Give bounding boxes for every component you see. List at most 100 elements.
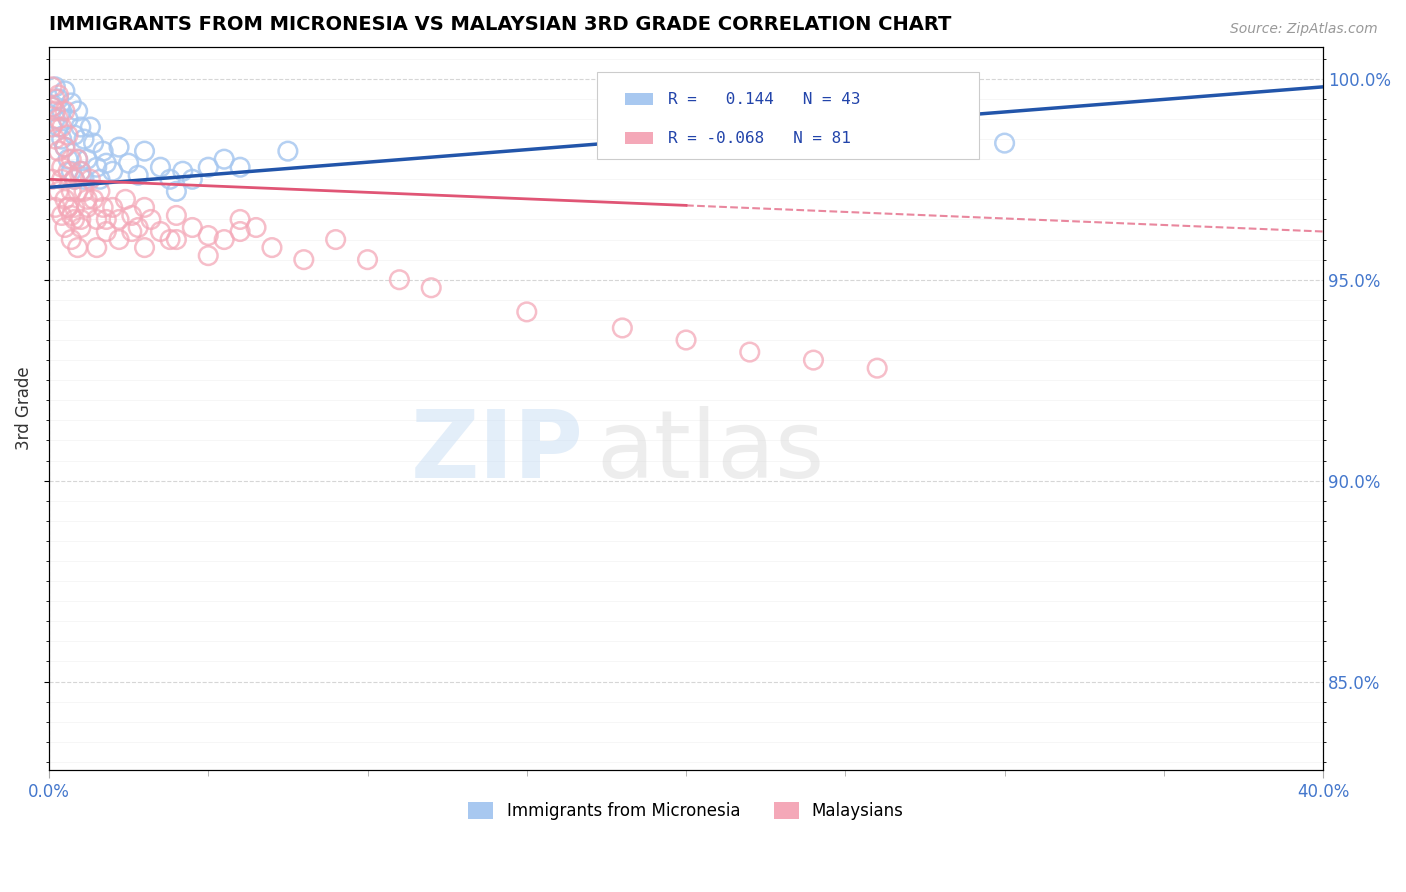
Point bbox=[66, 152, 89, 166]
Point bbox=[738, 345, 761, 359]
Point bbox=[277, 144, 299, 158]
Point bbox=[101, 201, 124, 215]
Point bbox=[53, 103, 76, 118]
Point bbox=[212, 233, 235, 247]
Point bbox=[212, 152, 235, 166]
Point bbox=[69, 164, 91, 178]
Point bbox=[51, 103, 73, 118]
Point bbox=[86, 212, 108, 227]
Point bbox=[76, 152, 98, 166]
Point bbox=[96, 156, 118, 170]
Point bbox=[86, 241, 108, 255]
Point bbox=[181, 172, 204, 186]
Point bbox=[89, 184, 111, 198]
FancyBboxPatch shape bbox=[624, 132, 652, 144]
Point bbox=[73, 172, 96, 186]
Legend: Immigrants from Micronesia, Malaysians: Immigrants from Micronesia, Malaysians bbox=[461, 796, 911, 827]
Point bbox=[108, 233, 131, 247]
Point bbox=[44, 112, 66, 126]
Point bbox=[229, 225, 252, 239]
Point bbox=[325, 233, 347, 247]
Point bbox=[229, 212, 252, 227]
Point bbox=[420, 281, 443, 295]
Point bbox=[44, 201, 66, 215]
Point bbox=[56, 152, 79, 166]
Point bbox=[79, 120, 101, 134]
Point bbox=[134, 241, 156, 255]
Point bbox=[76, 201, 98, 215]
Point bbox=[63, 172, 86, 186]
Point bbox=[44, 79, 66, 94]
Point bbox=[229, 160, 252, 174]
Point bbox=[60, 233, 83, 247]
Point bbox=[48, 92, 70, 106]
Point bbox=[53, 193, 76, 207]
Point bbox=[101, 164, 124, 178]
Text: atlas: atlas bbox=[598, 406, 825, 498]
Point bbox=[41, 100, 63, 114]
Point bbox=[60, 164, 83, 178]
Point bbox=[44, 103, 66, 118]
Point bbox=[66, 241, 89, 255]
Point bbox=[56, 201, 79, 215]
Point bbox=[60, 209, 83, 223]
Point bbox=[69, 164, 91, 178]
Point bbox=[149, 225, 172, 239]
Point bbox=[76, 193, 98, 207]
Point bbox=[63, 212, 86, 227]
Point bbox=[127, 220, 149, 235]
Point bbox=[73, 132, 96, 146]
FancyBboxPatch shape bbox=[624, 93, 652, 105]
Point bbox=[48, 87, 70, 102]
Point bbox=[134, 201, 156, 215]
Point bbox=[63, 201, 86, 215]
Point bbox=[48, 144, 70, 158]
Point bbox=[197, 249, 219, 263]
Point bbox=[516, 305, 538, 319]
Point bbox=[165, 184, 187, 198]
Point bbox=[139, 212, 162, 227]
Point bbox=[96, 225, 118, 239]
Point bbox=[63, 172, 86, 186]
Point bbox=[83, 136, 105, 150]
Point bbox=[48, 112, 70, 126]
Point bbox=[108, 140, 131, 154]
Point bbox=[41, 79, 63, 94]
Point bbox=[69, 212, 91, 227]
Point bbox=[48, 120, 70, 134]
Point bbox=[83, 193, 105, 207]
FancyBboxPatch shape bbox=[598, 72, 979, 159]
Point bbox=[181, 220, 204, 235]
Point bbox=[44, 132, 66, 146]
Point bbox=[89, 172, 111, 186]
Point bbox=[51, 160, 73, 174]
Point bbox=[675, 333, 697, 347]
Point bbox=[165, 233, 187, 247]
Point bbox=[53, 220, 76, 235]
Y-axis label: 3rd Grade: 3rd Grade bbox=[15, 367, 32, 450]
Point bbox=[60, 152, 83, 166]
Point bbox=[41, 120, 63, 134]
Point bbox=[866, 361, 889, 376]
Point bbox=[53, 84, 76, 98]
Point bbox=[165, 209, 187, 223]
Point bbox=[121, 225, 143, 239]
Point bbox=[96, 212, 118, 227]
Point bbox=[114, 193, 136, 207]
Point bbox=[51, 172, 73, 186]
Point bbox=[56, 112, 79, 126]
Point bbox=[51, 120, 73, 134]
Text: IMMIGRANTS FROM MICRONESIA VS MALAYSIAN 3RD GRADE CORRELATION CHART: IMMIGRANTS FROM MICRONESIA VS MALAYSIAN … bbox=[49, 15, 952, 34]
Point bbox=[63, 128, 86, 142]
Point bbox=[53, 140, 76, 154]
Point bbox=[108, 212, 131, 227]
Text: ZIP: ZIP bbox=[411, 406, 583, 498]
Point bbox=[260, 241, 283, 255]
Point bbox=[60, 184, 83, 198]
Point bbox=[41, 172, 63, 186]
Point bbox=[149, 160, 172, 174]
Point bbox=[159, 233, 181, 247]
Point bbox=[79, 172, 101, 186]
Point bbox=[73, 184, 96, 198]
Point bbox=[388, 273, 411, 287]
